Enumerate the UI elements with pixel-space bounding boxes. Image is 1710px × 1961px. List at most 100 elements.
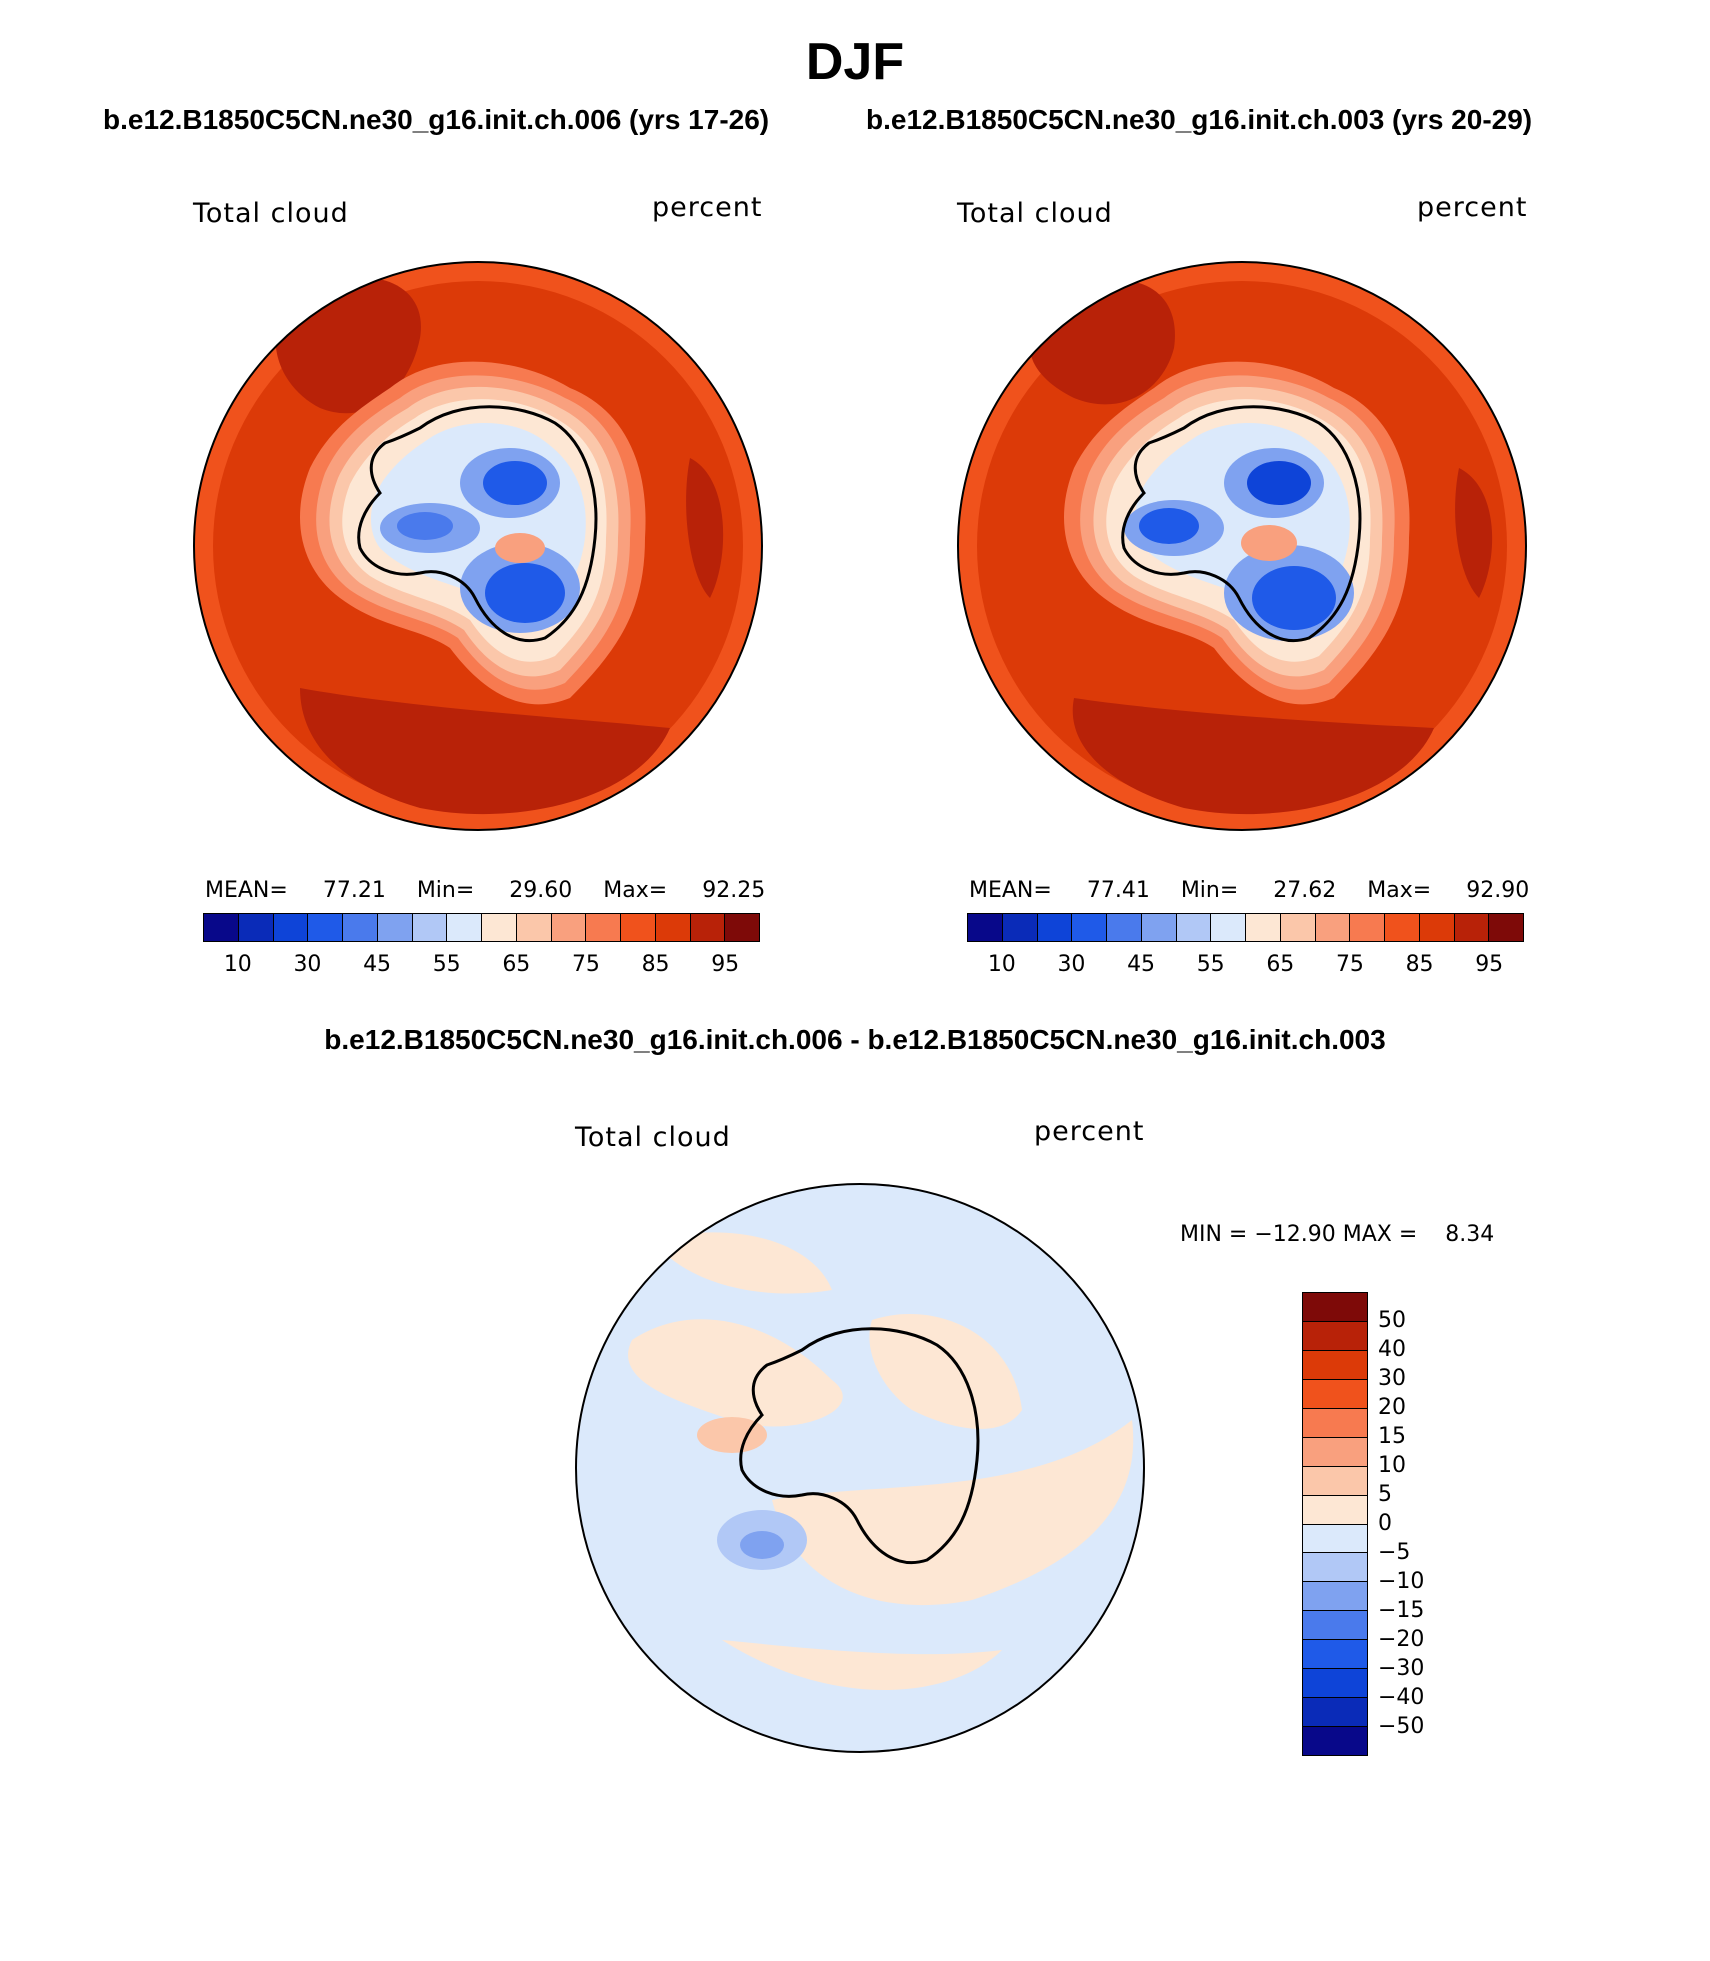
colorbar-segment xyxy=(1454,914,1490,941)
panel-1-cloud-max-south xyxy=(300,688,670,815)
colorbar-tick-label: 45 xyxy=(1127,952,1156,977)
panel-1-mean-label: MEAN= xyxy=(205,878,288,903)
figure-title: DJF xyxy=(805,33,905,91)
panel-1-mean-value: 77.21 xyxy=(322,878,386,903)
colorbar-segment xyxy=(412,914,448,941)
colorbar-tick-label: 15 xyxy=(1378,1424,1406,1449)
difference-patch-positive-4 xyxy=(869,1314,1022,1429)
colorbar-tick-label: −15 xyxy=(1378,1598,1425,1623)
panel-1-cloud-max-east xyxy=(686,458,724,598)
panel-2-cloud-max-east xyxy=(1455,468,1493,598)
colorbar-segment xyxy=(586,914,621,941)
panel-1-blob-east-core xyxy=(483,461,547,505)
colorbar-segment xyxy=(343,914,378,941)
colorbar-segment xyxy=(1303,1698,1367,1728)
colorbar-tick-label: 95 xyxy=(1475,952,1504,977)
colorbar-tick-label: 85 xyxy=(641,952,670,977)
colorbar-segment xyxy=(308,914,343,941)
difference-negative-core xyxy=(740,1531,784,1559)
colorbar-segment xyxy=(1303,1727,1367,1755)
colorbar-segment xyxy=(1107,914,1142,941)
colorbar-tick-label: −20 xyxy=(1378,1627,1425,1652)
panel-1-blob-warm xyxy=(495,533,545,563)
colorbar-segment xyxy=(1315,914,1351,941)
panel-2-max-label: Max= xyxy=(1367,878,1432,903)
panel-1-colorbar xyxy=(203,913,760,942)
panel-2-min-label: Min= xyxy=(1180,878,1239,903)
panel-2-subtitle: b.e12.B1850C5CN.ne30_g16.init.ch.003 (yr… xyxy=(866,104,1533,135)
panel-1-blob-south-core xyxy=(485,563,565,623)
colorbar-segment xyxy=(1141,914,1177,941)
colorbar-segment xyxy=(551,914,587,941)
colorbar-tick-label: 0 xyxy=(1378,1511,1392,1536)
colorbar-segment xyxy=(516,914,552,941)
colorbar-tick-label: 85 xyxy=(1405,952,1434,977)
colorbar-tick-label: 20 xyxy=(1378,1395,1406,1420)
panel-2-colorbar-ticks: 10 30 45 55 65 75 85 95 xyxy=(967,952,1524,982)
panel-1-variable-label: Total cloud xyxy=(193,198,349,229)
colorbar-tick-label: −30 xyxy=(1378,1656,1425,1681)
panel-2-stats: MEAN= 77.41 Min= 27.62 Max= 92.90 xyxy=(969,878,1529,903)
panel-1-units-label: percent xyxy=(652,192,763,223)
panel-2-blob-south-core xyxy=(1252,566,1336,630)
panel-1-min-value: 29.60 xyxy=(509,878,573,903)
panel-2-colorbar xyxy=(967,913,1524,942)
panel-2-variable-label: Total cloud xyxy=(957,198,1113,229)
panel-2-blob-east-core xyxy=(1247,461,1311,505)
difference-polar-map xyxy=(575,1183,1145,1753)
colorbar-tick-label: 75 xyxy=(1335,952,1364,977)
colorbar-segment xyxy=(1385,914,1420,941)
colorbar-segment xyxy=(238,914,274,941)
colorbar-tick-label: 55 xyxy=(1196,952,1225,977)
panel-1-max-value: 92.25 xyxy=(702,878,766,903)
difference-patch-positive-2 xyxy=(652,1232,832,1294)
difference-colorbar xyxy=(1302,1292,1368,1756)
colorbar-segment xyxy=(447,914,482,941)
colorbar-segment xyxy=(968,914,1003,941)
colorbar-tick-label: 10 xyxy=(1378,1453,1406,1478)
colorbar-segment xyxy=(1002,914,1038,941)
colorbar-segment xyxy=(690,914,726,941)
colorbar-tick-label: 10 xyxy=(987,952,1016,977)
colorbar-segment xyxy=(1303,1553,1367,1583)
colorbar-tick-label: −50 xyxy=(1378,1714,1425,1739)
colorbar-tick-label: 10 xyxy=(223,952,252,977)
colorbar-segment xyxy=(482,914,517,941)
colorbar-segment xyxy=(1037,914,1073,941)
colorbar-segment xyxy=(377,914,413,941)
colorbar-segment xyxy=(1303,1582,1367,1612)
colorbar-segment xyxy=(1303,1408,1367,1438)
panel-1-stats: MEAN= 77.21 Min= 29.60 Max= 92.25 xyxy=(205,878,765,903)
colorbar-tick-label: 30 xyxy=(293,952,322,977)
colorbar-segment xyxy=(655,914,691,941)
colorbar-segment xyxy=(273,914,309,941)
colorbar-tick-label: 30 xyxy=(1378,1366,1406,1391)
panel-2-blob-warm xyxy=(1241,525,1297,561)
colorbar-segment xyxy=(1303,1611,1367,1641)
colorbar-segment xyxy=(1303,1437,1367,1467)
colorbar-segment xyxy=(1280,914,1316,941)
colorbar-segment xyxy=(1419,914,1455,941)
colorbar-segment xyxy=(1303,1321,1367,1351)
colorbar-segment xyxy=(1489,914,1523,941)
colorbar-segment xyxy=(1303,1495,1367,1525)
panel-2-max-value: 92.90 xyxy=(1466,878,1530,903)
colorbar-segment xyxy=(725,914,759,941)
colorbar-segment xyxy=(1246,914,1281,941)
difference-title: b.e12.B1850C5CN.ne30_g16.init.ch.006 - b… xyxy=(324,1024,1386,1055)
colorbar-segment xyxy=(1350,914,1385,941)
difference-colorbar-ticks: 50 40 30 20 15 10 5 0 −5 −10 −15 −20 −30 −40 −50 xyxy=(1378,1292,1458,1756)
panel-2-blob-west-core xyxy=(1139,508,1199,544)
colorbar-segment xyxy=(1176,914,1212,941)
colorbar-tick-label: 40 xyxy=(1378,1337,1406,1362)
difference-variable-label: Total cloud xyxy=(575,1122,731,1153)
colorbar-tick-label: 50 xyxy=(1378,1308,1406,1333)
colorbar-tick-label: 75 xyxy=(571,952,600,977)
difference-antarctica-coastline xyxy=(739,1327,980,1565)
colorbar-tick-label: 95 xyxy=(711,952,740,977)
colorbar-tick-label: 45 xyxy=(363,952,392,977)
colorbar-tick-label: −10 xyxy=(1378,1569,1425,1594)
panel-2-map-boundary xyxy=(957,261,1527,831)
panel-1-min-label: Min= xyxy=(416,878,475,903)
panel-2-cloud-max-south xyxy=(1072,698,1434,815)
